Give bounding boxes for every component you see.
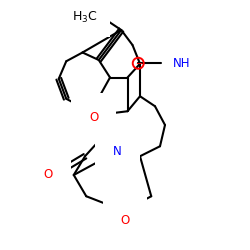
Text: NH: NH xyxy=(172,57,190,70)
Text: −: − xyxy=(135,59,142,68)
Text: O: O xyxy=(120,214,130,227)
Text: O: O xyxy=(89,111,99,124)
Text: O: O xyxy=(44,168,53,181)
Text: H$_3$C: H$_3$C xyxy=(72,10,98,24)
Text: N: N xyxy=(113,145,122,158)
